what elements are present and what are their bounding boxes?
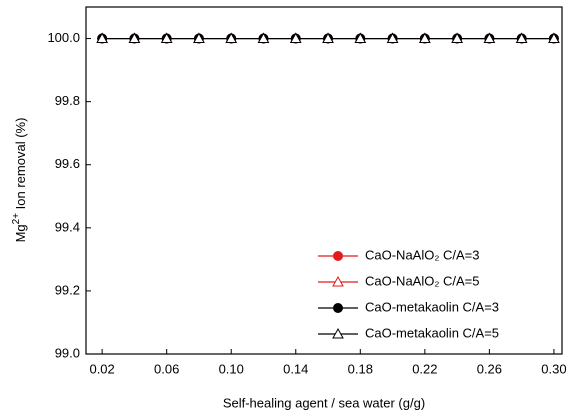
- data-point: [128, 32, 141, 44]
- data-point: [515, 32, 528, 44]
- data-point: [451, 32, 463, 44]
- plot-frame: [85, 6, 563, 355]
- y-label-base: Mg: [13, 224, 28, 242]
- legend-marker: [332, 327, 344, 339]
- y-tick-label: 99.8: [55, 93, 80, 108]
- y-tick-label: 99.4: [55, 219, 80, 234]
- data-point: [483, 32, 496, 44]
- legend-label: CaO-metakaolin C/A=5: [365, 325, 499, 340]
- data-point: [193, 32, 205, 44]
- legend-marker: [333, 251, 343, 261]
- data-point: [322, 32, 334, 44]
- x-tick-label: 0.26: [477, 361, 502, 376]
- x-axis-label: Self-healing agent / sea water (g/g): [223, 395, 425, 410]
- data-point: [418, 32, 431, 44]
- data-point: [386, 32, 399, 44]
- y-label-rest: Ion removal (%): [13, 118, 28, 213]
- data-point: [548, 32, 560, 44]
- legend-marker: [332, 275, 344, 287]
- x-tick-label: 0.06: [154, 361, 179, 376]
- y-tick-label: 100.0: [47, 30, 80, 45]
- data-point: [225, 32, 238, 44]
- data-point: [354, 32, 367, 44]
- legend-label: CaO-NaAlO₂ C/A=3: [365, 247, 480, 262]
- y-axis-label: Mg2+ Ion removal (%): [11, 118, 29, 243]
- data-point: [257, 32, 270, 44]
- x-tick-label: 0.18: [348, 361, 373, 376]
- x-tick-label: 0.22: [412, 361, 437, 376]
- data-point: [289, 32, 302, 44]
- legend-label: CaO-NaAlO₂ C/A=5: [365, 273, 480, 288]
- legend-marker: [333, 303, 343, 313]
- y-label-sup: 2+: [11, 213, 22, 225]
- y-tick-label: 99.2: [55, 282, 80, 297]
- data-point: [96, 32, 108, 44]
- x-tick-label: 0.10: [219, 361, 244, 376]
- y-tick-label: 99.6: [55, 156, 80, 171]
- data-point: [160, 32, 173, 44]
- x-tick-label: 0.14: [283, 361, 308, 376]
- legend-label: CaO-metakaolin C/A=3: [365, 299, 499, 314]
- x-tick-label: 0.30: [541, 361, 566, 376]
- x-tick-label: 0.02: [89, 361, 114, 376]
- y-tick-label: 99.0: [55, 345, 80, 360]
